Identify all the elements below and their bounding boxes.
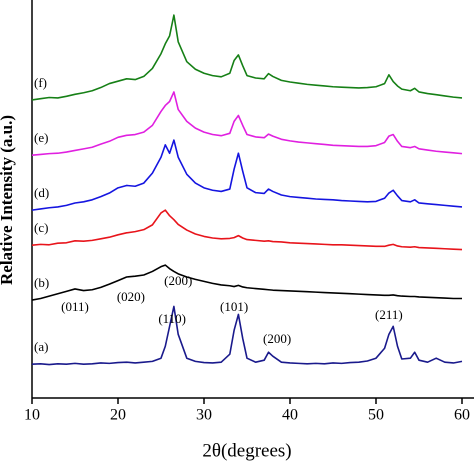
series-label: (f)	[34, 75, 47, 90]
peak-annotation: (101)	[220, 299, 248, 314]
x-tick-label: 50	[368, 407, 384, 424]
x-tick-label: 60	[454, 407, 470, 424]
x-axis-title: 2θ(degrees)	[202, 440, 291, 461]
series-label: (c)	[34, 220, 48, 235]
peak-annotation: (200)	[263, 331, 291, 346]
series-label: (b)	[34, 275, 49, 290]
series-line	[31, 139, 463, 211]
series-label: (a)	[34, 339, 48, 354]
x-tick-label: 20	[110, 407, 126, 424]
x-tick-label: 40	[282, 407, 298, 424]
peak-annotation: (211)	[375, 307, 403, 322]
series-line	[31, 91, 463, 157]
y-axis-title: Relative Intensity (a.u.)	[0, 115, 16, 285]
series-label: (e)	[34, 130, 48, 145]
peak-annotation: (020)	[117, 289, 145, 304]
series-line	[31, 264, 462, 301]
series-label: (d)	[34, 185, 49, 200]
series-line	[31, 209, 463, 251]
x-tick-label: 30	[196, 407, 212, 424]
peak-annotation: (011)	[61, 299, 89, 314]
x-tick-label: 10	[24, 407, 40, 424]
peak-annotation: (200)	[164, 273, 192, 288]
series-line	[31, 305, 463, 366]
peak-annotation: (110)	[158, 311, 186, 326]
series-line	[31, 14, 463, 101]
